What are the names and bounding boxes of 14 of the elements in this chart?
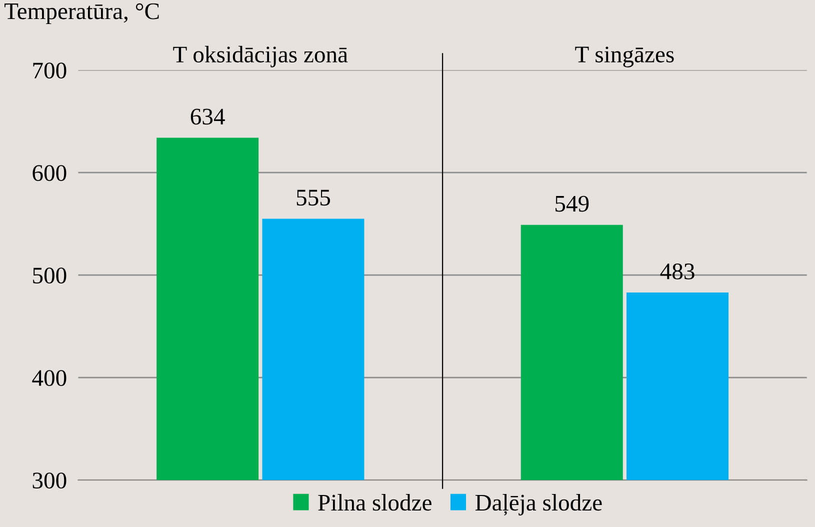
y-tick-label: 600	[32, 165, 66, 182]
legend-label: Pilna slodze	[318, 494, 432, 511]
y-tick-label: 300	[32, 472, 66, 489]
y-tick-label: 400	[32, 370, 66, 386]
data-label: 549	[556, 196, 589, 212]
data-label: 634	[190, 108, 225, 125]
data-label: 483	[660, 263, 694, 280]
y-tick-label: 500	[33, 268, 66, 284]
y-axis-title: Temperatūra, °C	[4, 3, 159, 24]
legend-label: Daļēja slodze	[475, 494, 602, 516]
data-label: 555	[296, 190, 330, 206]
y-tick-label: 700	[33, 62, 66, 79]
x-tick-label: T singāzes	[575, 46, 674, 68]
x-tick-label: T oksidācijas zonā	[173, 46, 348, 68]
